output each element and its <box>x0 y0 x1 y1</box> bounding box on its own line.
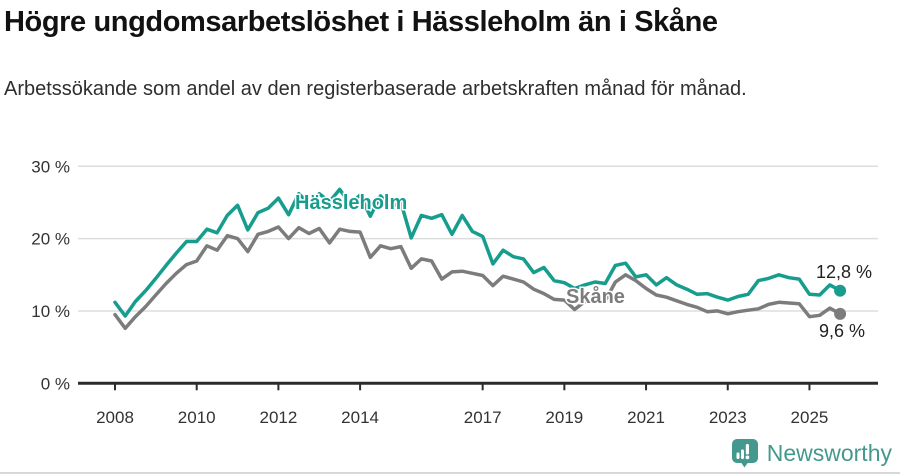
bottom-divider <box>0 472 900 474</box>
end-value-label-hassleholm: 12,8 % <box>816 262 872 282</box>
end-value-label-skane: 9,6 % <box>819 321 865 341</box>
x-tick-label-2025: 2025 <box>791 408 829 427</box>
brand-name: Newsworthy <box>766 439 892 466</box>
x-tick-label-2008: 2008 <box>96 408 134 427</box>
y-tick-label-10: 10 % <box>31 302 70 321</box>
x-tick-label-2014: 2014 <box>341 408 379 427</box>
y-tick-label-0: 0 % <box>41 374 70 393</box>
series-line-skane <box>113 225 842 331</box>
newsworthy-logo-icon <box>731 439 758 468</box>
x-tick-label-2023: 2023 <box>709 408 747 427</box>
x-tick-label-2017: 2017 <box>464 408 502 427</box>
chart-title: Högre ungdomsarbetslöshet i Hässleholm ä… <box>4 6 718 38</box>
series-line-hassleholm <box>113 187 842 318</box>
x-tick-label-2021: 2021 <box>627 408 665 427</box>
series-label-skane: Skåne <box>566 285 625 308</box>
y-tick-label-20: 20 % <box>31 230 70 249</box>
x-tick-label-2010: 2010 <box>178 408 216 427</box>
brand-footer: Newsworthy <box>731 438 892 468</box>
y-tick-label-30: 30 % <box>31 157 70 176</box>
x-tick-label-2019: 2019 <box>545 408 583 427</box>
series-label-hassleholm: Hässleholm <box>295 192 407 214</box>
series-end-dot-hassleholm <box>834 284 847 297</box>
chart-subtitle: Arbetssökande som andel av den registerb… <box>4 78 747 100</box>
x-tick-label-2012: 2012 <box>259 408 297 427</box>
series-end-dot-skane <box>834 307 847 320</box>
